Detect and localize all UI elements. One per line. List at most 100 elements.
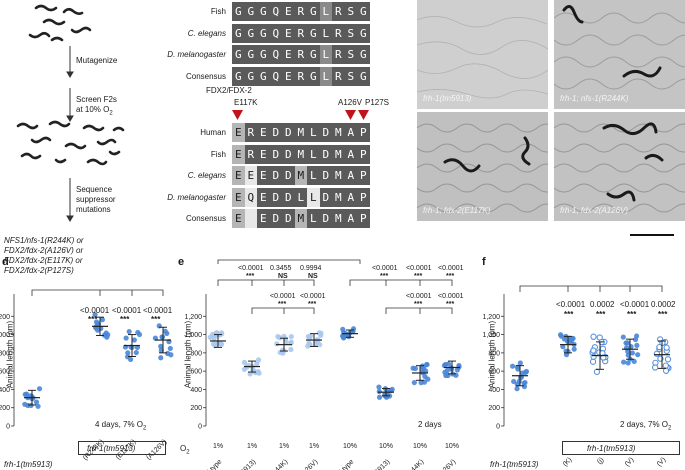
align-bottom-residue: Q <box>244 187 257 207</box>
align-bottom-residue: E <box>257 123 270 142</box>
bracket-10pct <box>349 279 453 286</box>
y-tick-label: 0 <box>496 424 500 431</box>
data-point <box>126 328 132 335</box>
align-bottom-residue: P <box>357 123 370 142</box>
data-point <box>411 379 417 386</box>
texture-4 <box>554 112 685 221</box>
panel-e-pval-mid: <0.0001 <box>438 293 464 300</box>
y-tick-label: 400 <box>488 387 500 394</box>
align-top-residue: G <box>232 23 245 43</box>
mutation-a126v: A126V <box>338 98 363 107</box>
panel-e-pval-top: <0.0001 <box>238 265 264 272</box>
data-point <box>590 333 597 340</box>
data-point <box>158 355 164 361</box>
data-point <box>288 346 294 353</box>
data-point <box>164 330 170 336</box>
align-top-residue: R <box>294 2 307 21</box>
align-bottom-residue: P <box>357 187 370 207</box>
y-tick-label: 1,000 <box>184 332 202 339</box>
panel-d-chart: 02004006008001,0001,200(R244K)(E117K)(A1… <box>0 289 174 462</box>
result-line-2: FDX2/fdx-2(A126V) or <box>4 246 84 255</box>
o2-value: 10% <box>343 443 357 450</box>
y-tick-label: 1,200 <box>482 314 500 321</box>
o2-value: 10% <box>445 443 459 450</box>
data-point <box>135 329 141 336</box>
align-bottom-residue <box>244 209 257 228</box>
align-bottom-row-label: Fish <box>210 149 226 159</box>
align-bottom-residue: A <box>344 209 357 228</box>
align-bottom-residue: L <box>307 209 320 228</box>
align-top-residue: R <box>332 2 345 21</box>
data-point <box>158 343 164 349</box>
data-point <box>131 337 137 343</box>
x-tick-label: (A126V) <box>434 458 457 470</box>
align-bottom-residue: A <box>344 187 357 207</box>
data-point <box>212 332 219 339</box>
x-tick-label: (R244K) <box>402 458 425 470</box>
panel-e-sig-top: *** <box>446 273 455 280</box>
y-tick-label: 200 <box>488 405 500 412</box>
micrograph-label-4: frh-1; fdx-2(A126V) <box>560 206 629 215</box>
align-bottom-residue: M <box>294 144 307 164</box>
step-screen: Screen F2s <box>76 95 117 104</box>
align-top-residue: R <box>294 66 307 86</box>
align-top-residue: G <box>357 23 370 43</box>
data-point <box>632 336 639 343</box>
panel-e-sig-top: NS <box>308 273 318 280</box>
panel-f-bracket-box: frh-1(tm5913) <box>562 441 680 455</box>
data-point <box>165 350 171 357</box>
panel-e-pval-mid: <0.0001 <box>300 293 326 300</box>
align-top-residue: G <box>257 66 270 86</box>
align-top-row-label: C. elegans <box>187 28 226 38</box>
panel-e-sig-top: NS <box>278 273 288 280</box>
align-top-residue: G <box>244 45 257 64</box>
o2-value: 1% <box>309 443 319 450</box>
align-top-residue: R <box>332 23 345 43</box>
align-top-residue: G <box>232 2 245 21</box>
step-mutagenize: Mutagenize <box>76 56 118 65</box>
align-bottom-residue: R <box>244 123 257 142</box>
bracket-top <box>217 259 361 264</box>
align-bottom-residue: E <box>257 187 270 207</box>
data-point <box>256 370 262 376</box>
align-top-residue: L <box>319 23 332 43</box>
align-top-residue: G <box>307 66 320 86</box>
comparison-bracket <box>31 289 164 296</box>
align-bottom-residue: D <box>282 187 295 207</box>
align-top-row-label: D. melanogaster <box>167 50 226 59</box>
panel-f-xlabel-1: frh-1(tm5913) <box>490 460 539 469</box>
data-point <box>22 401 28 407</box>
data-point <box>511 378 517 385</box>
panel-e-condition: 2 days <box>418 420 442 429</box>
data-point <box>662 367 670 374</box>
align-bottom-residue: D <box>319 166 332 185</box>
align-bottom-residue: D <box>269 144 282 164</box>
y-tick-label: 0 <box>198 424 202 431</box>
o2-value: 10% <box>413 443 427 450</box>
align-top-residue: G <box>232 66 245 86</box>
align-bottom-row-label: C. elegans <box>187 171 226 180</box>
panel-e-o2-label: O2 <box>180 444 190 456</box>
data-point <box>557 332 564 338</box>
step-mutations: mutations <box>76 205 111 214</box>
align-top-residue: S <box>344 45 357 64</box>
align-top-residue: E <box>282 23 295 43</box>
panel-e-pval-top: 0.9994 <box>300 265 322 272</box>
align-top-residue: G <box>244 2 257 21</box>
panel-e-pval-top: 0.3455 <box>270 265 292 272</box>
data-point <box>629 350 636 356</box>
align-bottom-residue: E <box>232 209 245 228</box>
align-bottom-residue: M <box>294 209 307 228</box>
align-bottom-residue: L <box>307 166 320 185</box>
align-bottom-residue: P <box>357 209 370 228</box>
data-point <box>514 386 520 392</box>
data-point <box>443 372 449 379</box>
data-point <box>568 337 575 344</box>
align-top-residue: G <box>307 45 320 64</box>
data-point <box>421 379 428 385</box>
align-bottom-residue: A <box>344 123 357 142</box>
result-line-4: FDX2/fdx-2(P127S) <box>4 266 74 275</box>
align-bottom-residue: D <box>282 166 295 185</box>
